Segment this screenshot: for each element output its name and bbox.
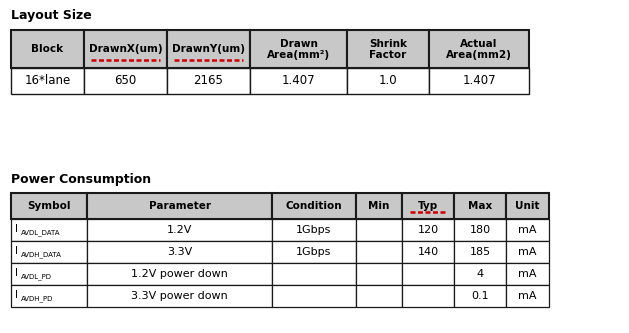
Bar	[402, 193, 454, 219]
Bar	[11, 193, 87, 219]
Bar	[250, 30, 347, 68]
Bar	[506, 193, 549, 219]
Bar	[506, 263, 549, 285]
Bar	[356, 219, 402, 241]
Bar	[506, 241, 549, 263]
Text: Block: Block	[31, 44, 64, 54]
Bar	[272, 263, 356, 285]
Text: Area(mm²): Area(mm²)	[267, 50, 330, 60]
Text: AVDH_PD: AVDH_PD	[21, 295, 53, 302]
Bar	[167, 68, 250, 94]
Text: Parameter: Parameter	[148, 201, 211, 211]
Text: 2165: 2165	[194, 75, 223, 88]
Bar	[454, 285, 506, 307]
Bar	[429, 30, 529, 68]
Bar	[454, 263, 506, 285]
Bar	[429, 68, 529, 94]
Bar	[402, 241, 454, 263]
Text: Typ: Typ	[418, 201, 438, 211]
Text: Symbol: Symbol	[27, 201, 70, 211]
Text: mA: mA	[518, 225, 537, 235]
Text: DrawnY(um): DrawnY(um)	[172, 44, 245, 54]
Text: 16*lane: 16*lane	[25, 75, 70, 88]
Bar	[250, 68, 347, 94]
Bar	[11, 263, 87, 285]
Text: 650: 650	[114, 75, 136, 88]
Bar	[347, 30, 429, 68]
Bar	[272, 241, 356, 263]
Text: 3.3V: 3.3V	[167, 247, 192, 257]
Text: 1Gbps: 1Gbps	[296, 225, 331, 235]
Text: Actual: Actual	[460, 39, 498, 49]
Text: 1.407: 1.407	[282, 75, 315, 88]
Text: 4: 4	[476, 269, 484, 279]
Text: Max: Max	[468, 201, 492, 211]
Bar	[272, 285, 356, 307]
Text: I: I	[15, 267, 18, 277]
Bar	[87, 263, 272, 285]
Bar	[87, 193, 272, 219]
Text: I: I	[15, 223, 18, 233]
Text: 1.407: 1.407	[462, 75, 496, 88]
Bar	[87, 219, 272, 241]
Bar	[272, 219, 356, 241]
Text: 1.2V: 1.2V	[167, 225, 192, 235]
Text: Drawn: Drawn	[279, 39, 318, 49]
Bar	[356, 285, 402, 307]
Bar	[506, 219, 549, 241]
Text: I: I	[15, 289, 18, 299]
Bar	[11, 68, 84, 94]
Text: 3.3V power down: 3.3V power down	[131, 291, 228, 301]
Text: AVDL_PD: AVDL_PD	[21, 273, 52, 280]
Text: 1Gbps: 1Gbps	[296, 247, 331, 257]
Bar	[272, 193, 356, 219]
Text: 180: 180	[469, 225, 491, 235]
Bar	[11, 285, 87, 307]
Text: 1.0: 1.0	[379, 75, 398, 88]
Text: 185: 185	[469, 247, 491, 257]
Bar	[167, 30, 250, 68]
Text: Power Consumption: Power Consumption	[11, 173, 151, 186]
Bar	[402, 285, 454, 307]
Text: DrawnX(um): DrawnX(um)	[89, 44, 162, 54]
Bar	[11, 30, 84, 68]
Text: 120: 120	[418, 225, 438, 235]
Text: mA: mA	[518, 291, 537, 301]
Bar	[356, 263, 402, 285]
Text: 140: 140	[418, 247, 438, 257]
Bar	[454, 193, 506, 219]
Text: AVDL_DATA: AVDL_DATA	[21, 229, 60, 236]
Text: Min: Min	[369, 201, 390, 211]
Bar	[356, 241, 402, 263]
Text: Shrink: Shrink	[369, 39, 407, 49]
Bar	[402, 219, 454, 241]
Text: I: I	[15, 245, 18, 255]
Bar	[402, 263, 454, 285]
Bar	[454, 219, 506, 241]
Text: AVDH_DATA: AVDH_DATA	[21, 251, 62, 258]
Bar	[11, 241, 87, 263]
Text: mA: mA	[518, 269, 537, 279]
Text: 0.1: 0.1	[471, 291, 489, 301]
Text: mA: mA	[518, 247, 537, 257]
Bar	[11, 219, 87, 241]
Bar	[454, 241, 506, 263]
Text: Unit: Unit	[515, 201, 540, 211]
Bar	[87, 285, 272, 307]
Bar	[506, 285, 549, 307]
Bar	[84, 30, 167, 68]
Text: Area(mm2): Area(mm2)	[446, 50, 512, 60]
Bar	[87, 241, 272, 263]
Bar	[356, 193, 402, 219]
Text: 1.2V power down: 1.2V power down	[131, 269, 228, 279]
Text: Factor: Factor	[369, 50, 406, 60]
Text: Condition: Condition	[286, 201, 342, 211]
Text: Layout Size: Layout Size	[11, 9, 92, 22]
Bar	[347, 68, 429, 94]
Bar	[84, 68, 167, 94]
